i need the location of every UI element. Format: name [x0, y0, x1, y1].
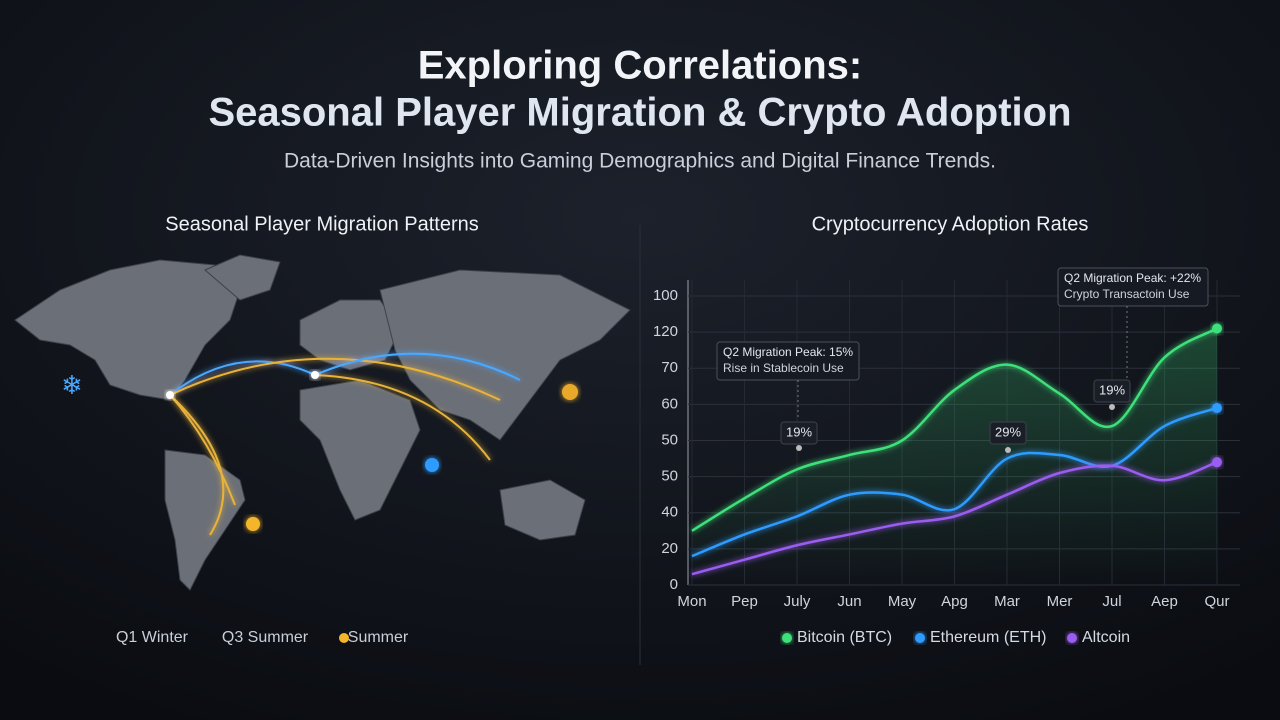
south-america: [164, 449, 246, 591]
subtitle: Data-Driven Insights into Gaming Demogra…: [284, 150, 996, 173]
point-label: 29%: [995, 424, 1021, 439]
leaf-icon: [425, 458, 439, 472]
migration-arc: [169, 360, 316, 396]
annotation-text: Rise in Stablecoin Use: [723, 361, 844, 375]
x-tick-label: July: [784, 593, 811, 610]
legend-swatch: [1067, 633, 1077, 643]
point-label: 19%: [786, 424, 812, 439]
snow-icon: ❄: [61, 370, 83, 400]
y-tick-label: 40: [661, 504, 678, 521]
y-tick-label: 0: [670, 576, 678, 593]
annotation-box: [716, 341, 860, 381]
legend-label: Altcoin: [1082, 629, 1130, 646]
x-tick-label: Qur: [1204, 593, 1229, 610]
series-line: [691, 406, 1218, 558]
series-line: [691, 460, 1218, 576]
legend-label: Q3 Summer: [222, 629, 309, 646]
map-legend: Q1 Winter Q3 Summer Summer: [116, 629, 409, 646]
x-tick-label: Apg: [941, 593, 968, 610]
point-marker: [796, 445, 802, 451]
chart: 0 20 40 50 50 60 70 120 100 Mon Pep July Jun May Apg Ma…: [653, 267, 1240, 646]
point-marker: [1005, 447, 1011, 453]
x-tick-label: Pep: [731, 593, 758, 610]
point-label-box: [780, 421, 818, 445]
x-tick-label: Mar: [994, 593, 1020, 610]
y-tick-label: 120: [653, 323, 678, 340]
y-tick-label: 50: [661, 431, 678, 448]
hub: [166, 391, 174, 399]
legend-label: Q1 Winter: [116, 629, 189, 646]
x-tick-label: Aep: [1151, 593, 1178, 610]
australia: [499, 479, 586, 541]
x-tick-label: Mon: [677, 593, 706, 610]
title-line-2: Seasonal Player Migration & Crypto Adopt…: [208, 91, 1071, 135]
y-tick-label: 100: [653, 287, 678, 304]
migration-arc: [169, 394, 236, 506]
hub: [311, 371, 319, 379]
point-label: 19%: [1099, 382, 1125, 397]
y-tick-label: 20: [661, 540, 678, 557]
legend-label: Summer: [348, 629, 409, 646]
world-map: [14, 254, 631, 591]
x-tick-label: May: [888, 593, 917, 610]
greenland: [204, 254, 281, 301]
migration-arcs: [169, 352, 521, 536]
north-america: [14, 259, 241, 401]
migration-arc: [314, 352, 521, 381]
map-title: Seasonal Player Migration Patterns: [165, 213, 479, 235]
annotation-text: Q2 Migration Peak: +22%: [1064, 271, 1201, 285]
migration-arc: [169, 394, 225, 536]
migration-arc: [169, 357, 501, 401]
point-label-box: [989, 421, 1027, 445]
legend-label: Bitcoin (BTC): [797, 629, 892, 646]
y-tick-label: 70: [661, 359, 678, 376]
end-point: [1212, 402, 1222, 413]
africa: [299, 379, 421, 521]
series-line: [691, 327, 1218, 532]
legend-swatch: [915, 633, 925, 643]
annotation-text: Crypto Transactoin Use: [1064, 287, 1190, 301]
title-line-1: Exploring Correlations:: [418, 44, 863, 88]
europe: [299, 299, 401, 371]
x-tick-label: Jun: [837, 593, 861, 610]
asia: [379, 269, 631, 441]
end-point: [1212, 323, 1222, 334]
end-point: [1212, 457, 1222, 468]
y-tick-label: 50: [661, 468, 678, 485]
legend-sun: [339, 633, 349, 643]
y-tick-label: 60: [661, 395, 678, 412]
point-label-box: [1093, 379, 1131, 403]
legend-swatch: [782, 633, 792, 643]
x-tick-label: Jul: [1102, 593, 1121, 610]
leaf-icon: [562, 384, 578, 400]
point-marker: [1109, 404, 1115, 410]
annotation-box: [1057, 267, 1209, 307]
x-tick-label: Mer: [1047, 593, 1073, 610]
sun-icon: [246, 517, 260, 531]
legend-label: Ethereum (ETH): [930, 629, 1046, 646]
migration-arc: [314, 374, 491, 461]
annotation-text: Q2 Migration Peak: 15%: [723, 345, 853, 359]
chart-title: Cryptocurrency Adoption Rates: [812, 213, 1089, 235]
area-fill: [692, 328, 1217, 585]
